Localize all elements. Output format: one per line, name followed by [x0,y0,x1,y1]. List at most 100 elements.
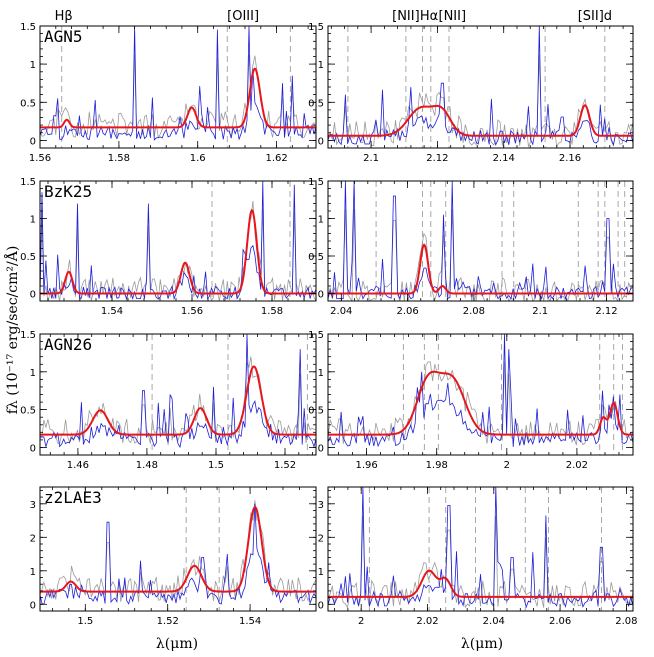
plot-area [40,487,316,611]
y-tick-label: 1.5 [20,330,36,341]
y-tick-label: 0 [318,290,324,301]
panels: 0 0.5 1 1.5 1.56 1.58 1.6 1.62 AGN5 Hβ [OIII] 0 0.5 1… [20,9,637,627]
panel-BzK25: 0 0.5 1 1.5 1.54 1.56 1.58 BzK25 [20,177,317,317]
x-tick-label: 2.06 [396,306,418,317]
x-tick-label: 1.5 [77,616,93,627]
x-tick-label: 1.58 [108,153,130,164]
panel-AGN26-Halpha: 0 0.5 1 1.5 1.96 1.98 2 2.02 [308,330,634,471]
noise-spectrum [40,356,316,446]
x-tick-label: 2.14 [493,153,515,164]
x-tick-label: 1.56 [181,306,203,317]
panel-AGN5-Halpha: 0 0.5 1 1.5 2.1 2.12 2.14 2.16 [NII] Hα [NII] [SII]… [308,9,634,164]
y-tick-label: 0.5 [308,252,324,263]
plot-area [40,26,316,148]
y-tick-label: 1.5 [20,22,36,33]
plot-area [328,487,633,611]
panel-title: AGN5 [44,27,83,46]
panel-title: z2LAE3 [44,488,102,507]
model-fit [40,208,316,295]
y-tick-label: 1 [318,60,324,71]
y-tick-label: 1 [30,215,36,226]
y-tick-label: 1 [30,368,36,379]
x-tick-label: 2.08 [463,306,485,317]
panel-AGN5: 0 0.5 1 1.5 1.56 1.58 1.6 1.62 AGN5 Hβ [OIII] [20,9,317,164]
plot-area [328,334,633,455]
model-fit [40,506,316,593]
x-tick-label: 1.6 [190,153,206,164]
emission-line-label: [OIII] [227,9,259,24]
x-tick-label: 2.02 [566,460,588,471]
model-fit [328,569,633,598]
model-fit [328,370,633,436]
x-tick-label: 1.52 [157,616,179,627]
x-tick-label: 2.12 [426,153,448,164]
x-tick-label: 2.06 [549,616,571,627]
x-tick-label: 1.52 [274,460,296,471]
x-tick-label: 2.1 [532,306,548,317]
plot-area [40,181,316,301]
panel-frame [39,486,317,612]
x-tick-label: 2 [504,460,510,471]
noise-spectrum [328,516,633,610]
emission-line-label: Hα [420,9,438,24]
panel-title: BzK25 [44,182,92,201]
y-tick-label: 1.5 [308,330,324,341]
y-tick-label: 0.5 [20,406,36,417]
y-tick-label: 1.5 [20,177,36,188]
y-tick-label: 3 [30,500,36,511]
observed-spectrum [40,26,316,141]
y-tick-label: 0 [30,600,36,611]
emission-line-label: [SII]d [578,9,612,24]
x-tick-label: 1.54 [101,306,123,317]
panel-z2LAE3-Halpha: 0 1 2 3 2 2.02 2.04 2.06 2.08 [318,486,638,627]
x-tick-label: 2.02 [416,616,438,627]
observed-spectrum [328,181,633,301]
emission-line-label: [NII] [392,9,420,24]
y-tick-label: 3 [318,500,324,511]
x-tick-label: 2.1 [363,153,379,164]
y-tick-label: 1 [30,567,36,578]
x-tick-label: 2 [358,616,364,627]
x-tick-label: 2.08 [615,616,637,627]
y-tick-label: 2 [318,533,324,544]
y-tick-label: 1 [318,368,324,379]
y-tick-label: 0.5 [20,252,36,263]
panel-AGN26: 0 0.5 1 1.5 1.46 1.48 1.5 1.52 AGN26 [20,330,317,471]
y-tick-label: 0.5 [20,98,36,109]
model-fit [328,104,633,137]
model-fit [40,365,316,436]
observed-spectrum [328,487,633,609]
y-tick-label: 0 [318,443,324,454]
noise-spectrum [40,200,316,301]
panel-z2LAE3: 0 1 2 3 1.5 1.52 1.54 z2LAE3 [30,486,317,627]
y-axis-label: fλ (10⁻¹⁷ erg/sec/cm²/Å) [3,246,21,415]
y-tick-label: 1.5 [308,177,324,188]
y-tick-label: 1 [318,567,324,578]
x-tick-label: 1.56 [29,153,51,164]
x-tick-label: 1.62 [265,153,287,164]
y-tick-label: 0 [318,600,324,611]
y-tick-label: 0.5 [308,406,324,417]
x-tick-label: 1.48 [136,460,158,471]
y-tick-label: 1 [318,215,324,226]
x-tick-label: 1.98 [426,460,448,471]
x-tick-label: 1.5 [208,460,224,471]
model-fit [40,67,316,129]
observed-spectrum [328,334,633,448]
x-tick-label: 1.54 [239,616,261,627]
x-tick-label: 1.96 [355,460,377,471]
panel-BzK25-Halpha: 0 0.5 1 1.5 2.04 2.06 2.08 2.1 2.12 [308,177,634,317]
x-tick-label: 1.46 [67,460,89,471]
x-tick-label: 2.04 [330,306,352,317]
model-fit [328,243,633,295]
y-tick-label: 2 [30,533,36,544]
emission-line-label: Hβ [55,9,73,24]
y-tick-label: 1.5 [308,22,324,33]
y-tick-label: 0.5 [308,98,324,109]
x-tick-label: 2.12 [595,306,617,317]
x-tick-label: 1.58 [261,306,283,317]
plot-area [328,181,633,301]
y-tick-label: 0 [318,136,324,147]
panel-title: AGN26 [44,335,92,354]
